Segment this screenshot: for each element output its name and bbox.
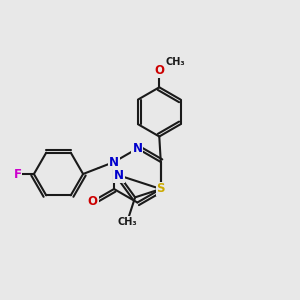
Text: CH₃: CH₃ [117,217,137,226]
Text: F: F [14,167,21,181]
Text: O: O [154,64,164,77]
Text: N: N [114,169,124,182]
Text: N: N [132,142,142,155]
Text: S: S [157,182,165,196]
Text: O: O [88,195,98,208]
Text: CH₃: CH₃ [166,57,186,67]
Text: N: N [109,155,119,169]
